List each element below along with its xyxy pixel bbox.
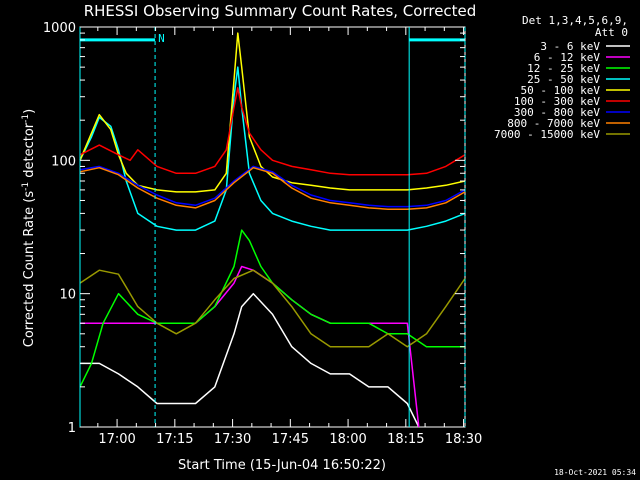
series-line-8 [79, 269, 466, 348]
chart-title: RHESSI Observing Summary Count Rates, Co… [84, 2, 477, 20]
series-line-2 [79, 229, 465, 388]
y-tick-label: 1000 [43, 21, 76, 36]
y-tick-label: 10 [59, 288, 76, 303]
y-axis-label-mid: detector [22, 122, 37, 182]
legend-entry-label: 50 - 100 keV [521, 84, 601, 97]
y-axis-label-sup2: -1 [21, 114, 31, 123]
x-tick-label: 18:15 [387, 432, 424, 447]
axis-layer: 17:00 17:15 17:30 17:45 18:00 18:15 18:30 1 10 10… [43, 21, 482, 447]
series-line-6 [79, 165, 466, 208]
y-tick-label: 100 [51, 154, 76, 169]
y-axis-label-sup1: -1 [21, 182, 31, 191]
x-tick-label: 17:30 [214, 432, 251, 447]
x-tick-label: 17:00 [98, 432, 135, 447]
legend-entry-label: 800 - 7000 keV [507, 117, 600, 130]
y-tick-label: 1 [68, 421, 76, 436]
legend-entry-label: 100 - 300 keV [514, 95, 600, 108]
legend-entry-label: 3 - 6 keV [540, 40, 600, 53]
x-tick-label: 18:30 [445, 432, 482, 447]
legend-entry-label: 300 - 800 keV [514, 106, 600, 119]
x-tick-label: 18:00 [329, 432, 366, 447]
series-line-0 [80, 292, 420, 428]
y-axis-label-end: ) [22, 109, 37, 114]
legend-header-line: Det 1,3,4,5,6,9, [522, 14, 628, 27]
legend-entry-label: 12 - 25 keV [527, 62, 600, 75]
y-axis-label: Corrected Count Rate (s-1 detector-1) [21, 109, 37, 347]
series-layer [79, 32, 466, 428]
legend-header-line: Att 0 [595, 26, 628, 39]
series-line-5 [79, 87, 466, 176]
legend-entry-label: 25 - 50 keV [527, 73, 600, 86]
annotation-label-4: N [158, 32, 165, 45]
timestamp: 18-Oct-2021 05:34 [554, 468, 636, 477]
legend-entry-label: 7000 - 15000 keV [494, 128, 600, 141]
plot-area [79, 26, 466, 428]
series-line-3 [79, 66, 466, 231]
series-line-4 [79, 32, 466, 193]
x-axis-label: Start Time (15-Jun-04 16:50:22) [178, 458, 386, 473]
x-tick-label: 17:15 [156, 432, 193, 447]
plot-frame [79, 26, 466, 428]
legend-entry-label: 6 - 12 keV [534, 51, 601, 64]
x-tick-label: 17:45 [272, 432, 309, 447]
y-axis-label-main: Corrected Count Rate (s [22, 191, 37, 348]
series-line-7 [79, 166, 466, 210]
annotation-layer: N [79, 27, 466, 427]
